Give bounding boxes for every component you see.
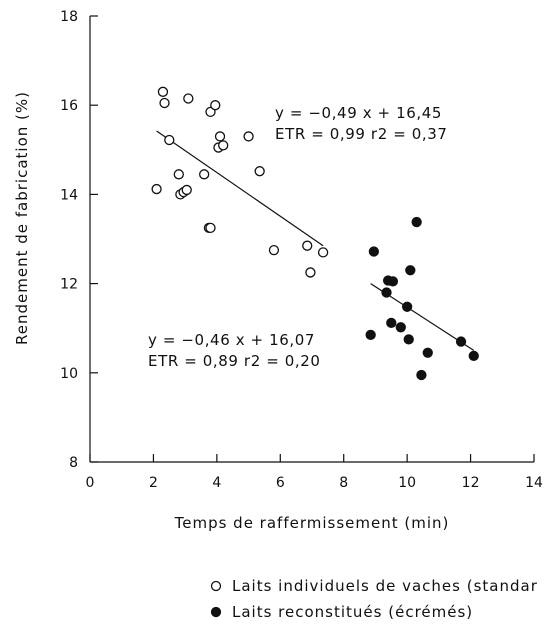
chart-ticks <box>89 15 535 463</box>
data-point-series-2 <box>387 276 399 287</box>
regression-annotation-series-1: y = −0,49 x + 16,45 ETR = 0,99 r2 = 0,37 <box>275 104 448 143</box>
data-point-series-1 <box>181 184 192 196</box>
data-point-series-2 <box>405 265 416 276</box>
data-point-series-2 <box>401 301 413 312</box>
data-point-series-1 <box>243 131 254 142</box>
data-point-series-2 <box>386 317 397 328</box>
legend-marker-open-circle <box>210 580 222 592</box>
chart-axes <box>89 16 534 463</box>
chart-regression-lines <box>156 130 475 351</box>
regression-annotation-series-2: y = −0,46 x + 16,07 ETR = 0,89 r2 = 0,20 <box>148 331 321 370</box>
y-tick-label: 14 <box>60 187 78 203</box>
data-point-series-1 <box>218 140 229 151</box>
data-point-series-2 <box>368 246 379 257</box>
data-point-series-2 <box>365 329 376 341</box>
data-point-series-2 <box>403 334 414 345</box>
legend: Laits individuels de vaches (standar Lai… <box>210 577 538 621</box>
data-point-series-2 <box>468 350 479 362</box>
x-tick-label: 12 <box>462 475 480 491</box>
data-point-series-2 <box>455 336 467 347</box>
data-point-series-1 <box>305 267 316 278</box>
x-axis-title: Temps de raffermissement (min) <box>174 514 450 532</box>
legend-marker-filled-circle <box>210 606 222 618</box>
data-point-series-1 <box>205 222 216 234</box>
regression-stats-series-2: ETR = 0,89 r2 = 0,20 <box>148 352 321 370</box>
data-point-series-1 <box>302 240 313 251</box>
data-point-series-1 <box>164 134 175 146</box>
data-point-series-1 <box>210 100 221 111</box>
x-tick-label: 10 <box>398 475 416 491</box>
data-point-series-1 <box>254 166 265 177</box>
data-point-series-2 <box>395 322 406 333</box>
x-tick-label: 0 <box>86 475 95 491</box>
y-tick-label: 12 <box>60 277 78 293</box>
x-tick-label: 6 <box>276 475 285 491</box>
data-point-series-2 <box>381 287 392 298</box>
regression-line-series-1 <box>156 130 324 247</box>
x-tick-label: 4 <box>212 475 221 491</box>
regression-stats-series-1: ETR = 0,99 r2 = 0,37 <box>275 125 448 143</box>
data-point-series-1 <box>151 183 162 195</box>
data-point-series-2 <box>416 369 427 381</box>
y-tick-label: 10 <box>60 366 78 382</box>
data-point-series-1 <box>159 97 170 109</box>
chart-data-points <box>151 86 479 381</box>
data-point-series-1 <box>183 93 194 104</box>
y-tick-label: 18 <box>60 9 78 25</box>
data-point-series-1 <box>317 247 329 258</box>
y-axis-title: Rendement de fabrication (%) <box>13 91 31 345</box>
data-point-series-1 <box>268 244 280 256</box>
regression-equation-series-2: y = −0,46 x + 16,07 <box>148 331 315 349</box>
x-tick-label: 8 <box>339 475 348 491</box>
legend-label-series-2: Laits reconstitués (écrémés) <box>232 603 473 621</box>
y-tick-label: 8 <box>69 455 78 471</box>
x-tick-label: 14 <box>525 475 543 491</box>
y-tick-label: 16 <box>60 98 78 114</box>
data-point-series-2 <box>411 216 422 228</box>
data-point-series-2 <box>422 347 433 358</box>
legend-label-series-1: Laits individuels de vaches (standar <box>232 577 538 595</box>
data-point-series-1 <box>214 131 226 142</box>
data-point-series-1 <box>173 169 184 180</box>
regression-equation-series-1: y = −0,49 x + 16,45 <box>275 104 442 122</box>
data-point-series-1 <box>199 169 210 180</box>
x-tick-label: 2 <box>149 475 158 491</box>
chart-tick-labels: 0 2 4 6 8 10 12 14 8 10 12 14 16 18 <box>60 9 543 491</box>
data-point-series-1 <box>157 86 169 97</box>
